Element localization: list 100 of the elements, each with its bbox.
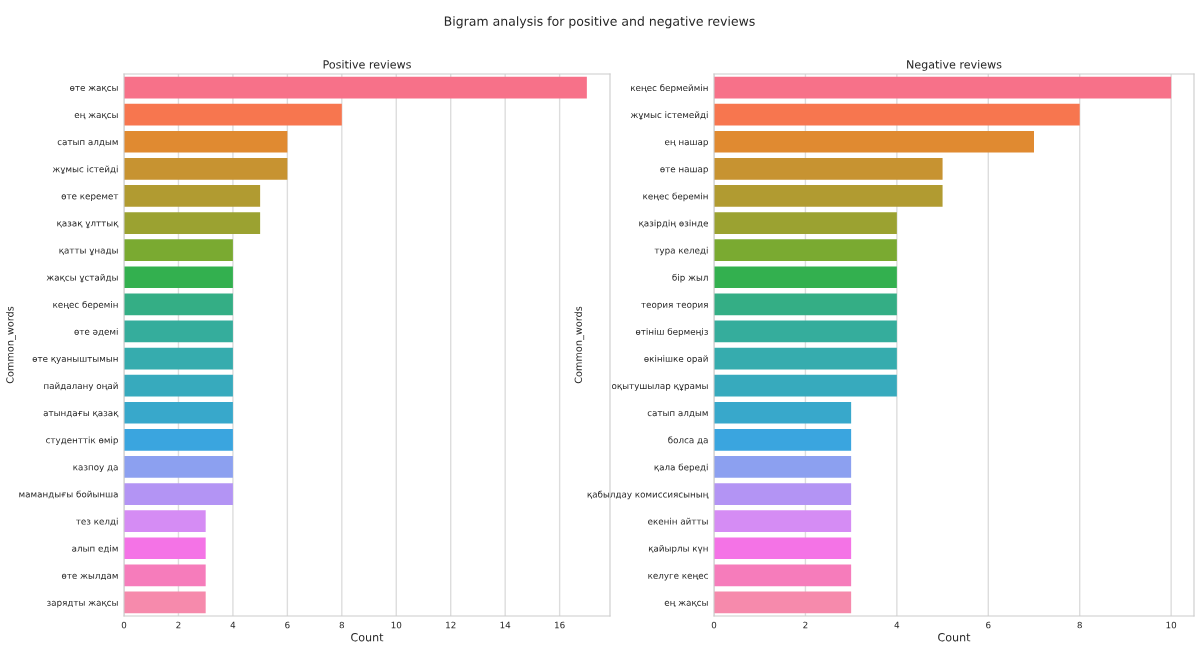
bar <box>124 374 233 397</box>
bar <box>124 185 261 207</box>
bar <box>714 456 852 478</box>
y-tick-label: студенттік өмір <box>46 436 118 445</box>
y-tick-label: қала береді <box>654 463 708 473</box>
bar <box>714 483 852 505</box>
bar <box>714 591 852 614</box>
y-tick-label: өте жақсы <box>70 85 118 93</box>
x-tick-label: 4 <box>894 621 900 629</box>
y-tick-label: кеңес беремін <box>643 192 708 202</box>
bar <box>124 293 233 316</box>
y-tick-label: қабылдау комиссиясының <box>587 490 709 500</box>
y-tick-label: тез келді <box>76 517 118 526</box>
bar <box>714 239 897 261</box>
bar <box>124 510 206 532</box>
bar <box>124 76 587 99</box>
x-tick-label: 6 <box>285 621 290 629</box>
bar <box>124 103 342 126</box>
y-tick-label: ең жақсы <box>664 600 708 607</box>
bar <box>714 564 852 587</box>
bar <box>124 130 288 153</box>
x-tick-label: 16 <box>555 621 565 629</box>
y-tick-label: кеңес беремін <box>53 300 118 310</box>
y-tick-label: қазірдің өзінде <box>639 219 708 229</box>
bar <box>714 320 897 343</box>
y-tick-label: ең нашар <box>664 140 708 147</box>
bar <box>714 401 852 424</box>
bar <box>714 510 852 532</box>
y-tick-label: сатып алдым <box>647 411 708 418</box>
y-tick-label: өтініш бермеңіз <box>635 328 708 337</box>
bar <box>124 347 233 370</box>
bar <box>714 212 897 234</box>
x-tick-label: 4 <box>230 621 236 629</box>
y-tick-label: қазақ ұлттық <box>57 221 119 229</box>
chart-title: Positive reviews <box>323 60 411 69</box>
y-tick-label: өте жылдам <box>61 573 118 580</box>
y-tick-label: сатып алдым <box>57 140 118 147</box>
x-tick-label: 8 <box>1077 621 1082 629</box>
y-tick-label: өте нашар <box>660 167 708 174</box>
bar <box>124 591 206 614</box>
y-tick-label: өкінішке орай <box>644 355 708 364</box>
y-tick-label: теория теория <box>641 302 708 310</box>
x-tick-label: 12 <box>446 621 456 629</box>
y-tick-label: жұмыс істейді <box>52 165 118 174</box>
y-tick-label: жақсы ұстайды <box>46 273 118 283</box>
y-tick-label: ең жақсы <box>74 113 118 120</box>
bar <box>124 239 233 261</box>
bar <box>714 347 897 370</box>
y-tick-label: қайырлы күн <box>648 544 708 554</box>
y-tick-label: өте керемет <box>61 194 119 202</box>
bar <box>714 293 897 316</box>
x-axis-title: Count <box>938 633 971 642</box>
bar <box>124 429 233 451</box>
chart-title: Negative reviews <box>907 60 1002 71</box>
bar <box>124 564 206 587</box>
y-tick-label: өте әдемі <box>74 328 118 336</box>
x-tick-label: 2 <box>803 621 808 629</box>
y-tick-label: казпоу да <box>73 465 118 473</box>
bar <box>714 374 897 397</box>
y-axis-title: Common_words <box>574 306 585 384</box>
y-tick-label: атындағы қазақ <box>43 411 119 418</box>
y-tick-label: алып едім <box>72 544 118 553</box>
y-tick-label: мамандығы бойынша <box>19 490 118 499</box>
text: Bigram analysis for positive and negative reviews <box>444 16 755 29</box>
bar <box>124 456 233 478</box>
y-axis-title: Common_words <box>6 306 16 384</box>
bar <box>714 158 943 180</box>
bar <box>124 158 288 180</box>
x-axis-title: Count <box>351 633 384 642</box>
y-tick-label: келуге кеңес <box>648 573 708 581</box>
y-tick-label: қатты ұнады <box>59 248 118 256</box>
x-tick-label: 2 <box>176 621 181 629</box>
y-tick-label: кеңес бермеймін <box>631 84 708 93</box>
bar <box>714 103 1080 126</box>
x-tick-label: 0 <box>711 621 717 629</box>
x-tick-label: 10 <box>391 621 402 629</box>
bar <box>124 266 233 289</box>
y-tick-label: болса да <box>668 436 708 445</box>
y-tick-label: екенін айтты <box>648 517 708 525</box>
bar <box>124 483 233 505</box>
bar <box>714 266 897 289</box>
y-tick-label: тура келеді <box>654 246 708 256</box>
bar <box>124 320 233 343</box>
y-tick-label: өте қуаныштымын <box>32 356 118 364</box>
bar <box>714 429 852 451</box>
bar <box>124 537 206 560</box>
x-tick-label: 10 <box>1166 621 1177 629</box>
x-tick-label: 14 <box>500 621 511 629</box>
x-tick-label: 0 <box>121 621 127 629</box>
y-tick-label: бір жыл <box>672 273 708 283</box>
bar <box>124 401 233 424</box>
bar <box>714 76 1172 99</box>
y-tick-label: жұмыс істемейді <box>630 111 708 120</box>
bar <box>714 537 852 560</box>
y-tick-label: оқытушылар құрамы <box>612 384 708 391</box>
bar <box>124 212 261 234</box>
bar <box>714 185 943 207</box>
bar <box>714 130 1034 153</box>
x-tick-label: 6 <box>986 621 991 629</box>
y-tick-label: пайдалану оңай <box>44 382 118 391</box>
